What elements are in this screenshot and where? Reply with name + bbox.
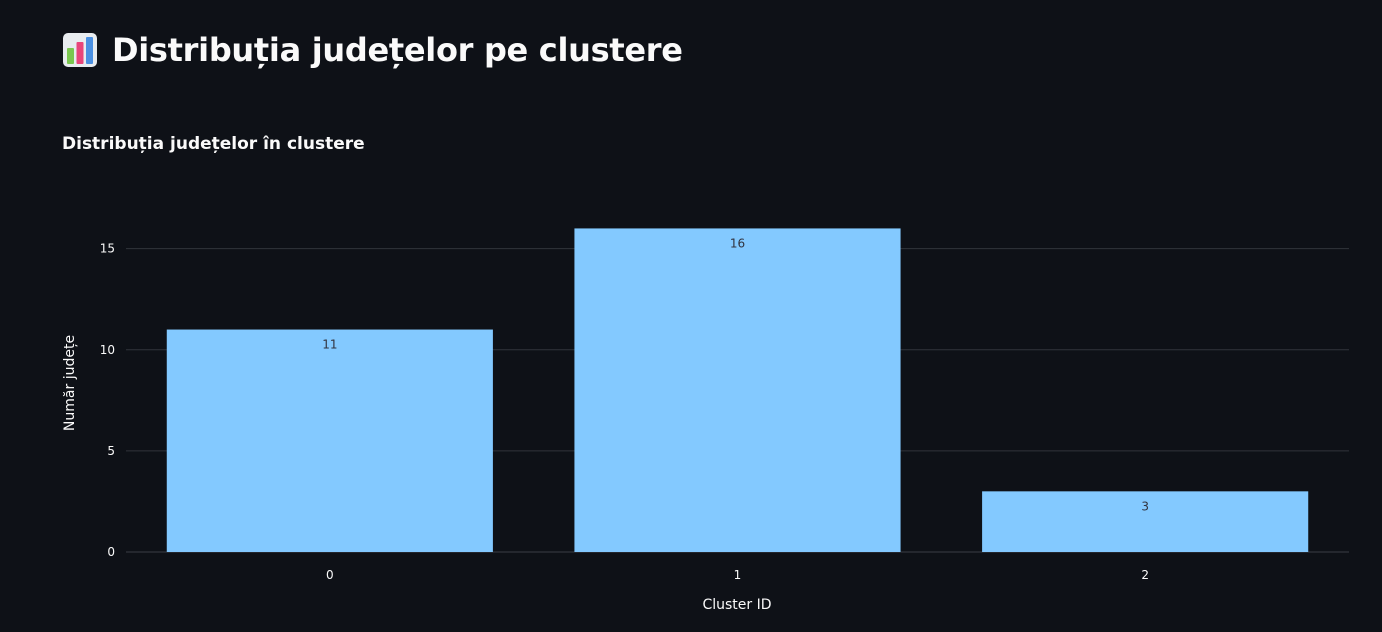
x-tick-label: 1 xyxy=(734,568,742,582)
bar-data-label: 16 xyxy=(730,236,745,250)
bar[interactable] xyxy=(167,330,493,552)
bar-data-label: 11 xyxy=(322,338,337,352)
x-axis-title: Cluster ID xyxy=(702,597,771,613)
y-axis-title: Număr județe xyxy=(62,335,78,431)
y-tick-label: 5 xyxy=(107,444,115,458)
y-tick-label: 15 xyxy=(100,242,115,256)
bar[interactable] xyxy=(574,228,900,552)
x-tick-label: 0 xyxy=(326,568,334,582)
x-tick-label: 2 xyxy=(1141,568,1149,582)
y-tick-label: 0 xyxy=(107,545,115,559)
bar-data-label: 3 xyxy=(1141,499,1149,513)
y-tick-label: 10 xyxy=(100,343,115,357)
bars-layer xyxy=(167,228,1308,552)
